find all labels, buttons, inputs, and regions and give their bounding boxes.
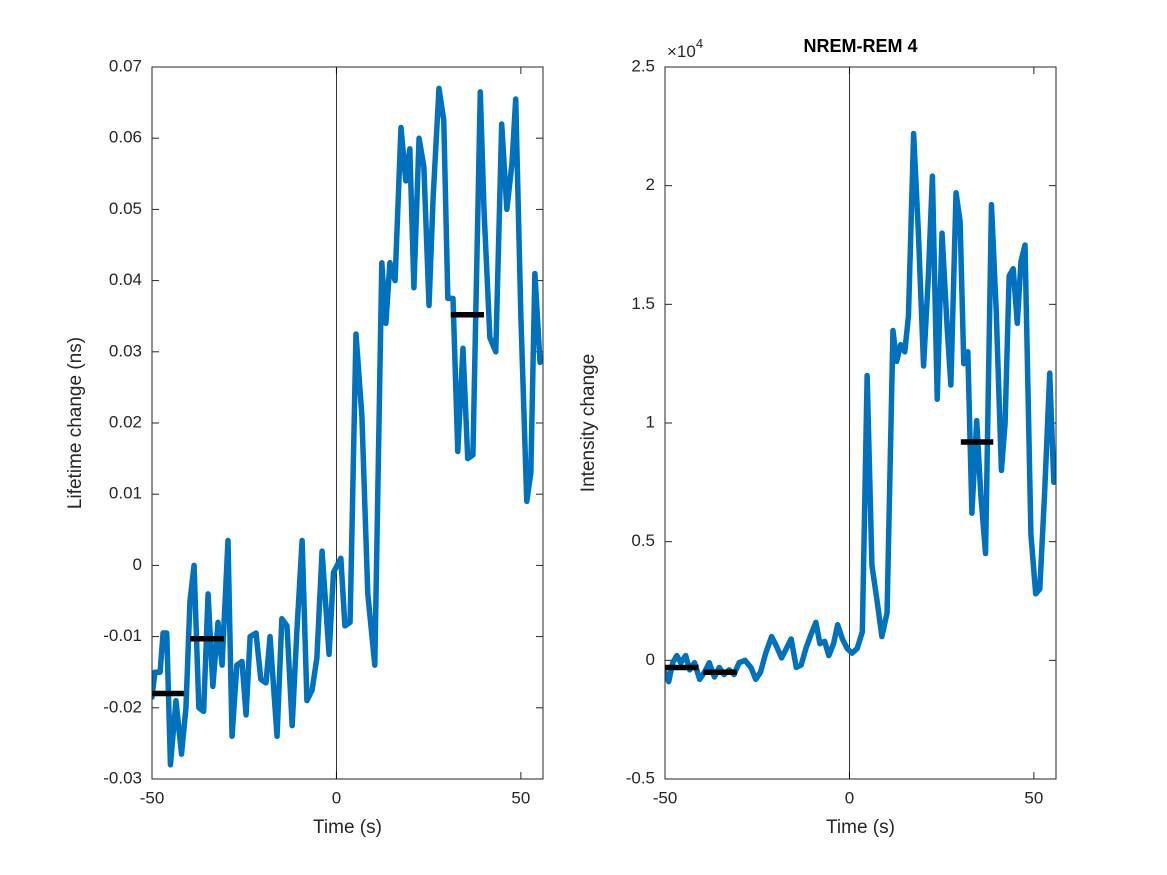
y-tick-label: 0.04: [109, 270, 142, 289]
x-tick-label: 50: [1024, 788, 1043, 807]
y-tick-label: 2.5: [631, 56, 655, 75]
data-line: [152, 85, 543, 768]
plot-area: [665, 67, 1056, 779]
x-tick-label: 50: [511, 788, 530, 807]
y-multiplier: ×104: [667, 36, 703, 61]
y-tick-label: 0.02: [109, 412, 142, 431]
chart-title: NREM-REM 4: [803, 36, 917, 56]
x-axis-label: Time (s): [826, 817, 895, 838]
x-tick-label: 0: [332, 788, 341, 807]
y-tick-label: 0.01: [109, 484, 142, 503]
y-tick-label: -0.01: [103, 626, 142, 645]
y-tick-label: 2: [646, 175, 655, 194]
x-tick-label: -50: [653, 788, 678, 807]
y-multiplier-exponent: 4: [696, 36, 703, 51]
y-multiplier-base: ×10: [667, 42, 696, 61]
y-tick-label: 0: [646, 650, 655, 669]
y-tick-label: 0.5: [631, 531, 655, 550]
y-tick-label: 0: [133, 555, 142, 574]
y-axis-label: Intensity change: [578, 354, 599, 492]
axes-box: [664, 66, 1057, 780]
y-tick-label: 0.03: [109, 341, 142, 360]
y-axis-label: Lifetime change (ns): [65, 337, 86, 509]
axes-background: [665, 67, 1056, 779]
y-tick-label: 0.06: [109, 128, 142, 147]
y-tick-label: 1.5: [631, 294, 655, 313]
y-tick-label: 0.05: [109, 199, 142, 218]
y-tick-label: -0.5: [626, 768, 655, 787]
y-tick-label: 0.07: [109, 56, 142, 75]
y-tick-label: -0.03: [103, 768, 142, 787]
plot-area: [152, 67, 543, 779]
x-tick-label: -50: [140, 788, 165, 807]
y-tick-label: 1: [646, 412, 655, 431]
y-tick-label: -0.02: [103, 697, 142, 716]
x-tick-label: 0: [845, 788, 854, 807]
axes-box: [151, 66, 544, 780]
x-axis-label: Time (s): [313, 817, 382, 838]
